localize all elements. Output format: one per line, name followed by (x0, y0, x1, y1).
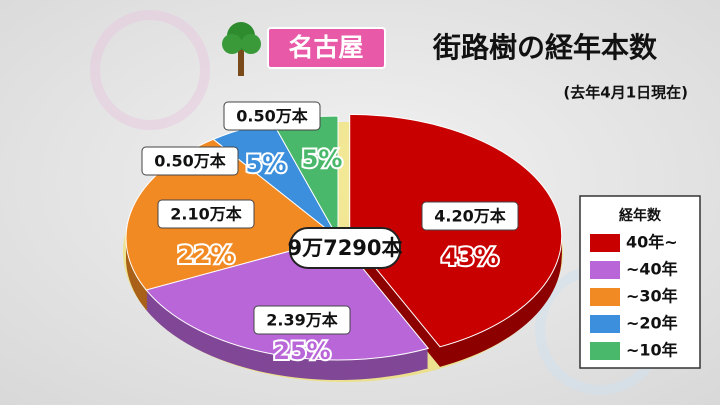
tag: 名古屋 (288, 33, 363, 62)
legend-swatch (590, 342, 620, 360)
amount-box (223, 101, 321, 131)
center-label: 9万7290本 (287, 236, 402, 260)
amount-label: 2.10万本 (170, 205, 241, 224)
legend-swatch (590, 234, 620, 252)
value-label: 22% (177, 241, 234, 269)
center-box (289, 227, 401, 269)
amount-box (141, 146, 239, 176)
subtitle: (去年4月1日現在) (563, 84, 688, 102)
legend-swatch (590, 315, 620, 333)
legend-box (579, 195, 701, 369)
legend-label: ~10年 (626, 341, 678, 360)
amount-box (421, 201, 519, 231)
value-label: 5% (246, 150, 287, 178)
pie (123, 113, 563, 382)
amount-box (253, 305, 351, 335)
amount-label: 0.50万本 (236, 107, 307, 126)
amount-label: 4.20万本 (434, 207, 505, 226)
value-label: 5% (302, 145, 343, 173)
pie-labels: 4.20万本 43% 2.39万本 25% 2.10万本 22% 0.50万本 5% 0.50万… (141, 101, 519, 367)
tree-icon (222, 22, 261, 76)
legend-title: 経年数 (619, 207, 662, 224)
legend-swatch (590, 261, 620, 279)
amount-label: 2.39万本 (266, 311, 337, 330)
tag-box (267, 27, 386, 69)
value-label: 25% (273, 337, 330, 365)
legend-label: ~40年 (626, 260, 678, 279)
slice (349, 113, 563, 348)
legend: 経年数 40年~ ~40年 ~30年 ~20年 ~10年 (579, 195, 701, 369)
value-label: 43% (441, 243, 498, 271)
chart-title: 街路樹の経年本数 (432, 31, 658, 64)
legend-label: 40年~ (626, 233, 678, 252)
bg-deco (90, 10, 210, 130)
legend-swatch (590, 288, 620, 306)
amount-label: 0.50万本 (154, 152, 225, 171)
legend-label: ~30年 (626, 287, 678, 306)
legend-label: ~20年 (626, 314, 678, 333)
amount-box (157, 199, 255, 229)
